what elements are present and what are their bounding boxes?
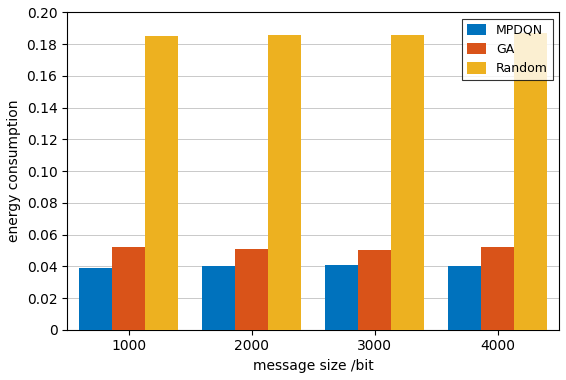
Legend: MPDQN, GA, Random: MPDQN, GA, Random <box>462 19 553 80</box>
Bar <box>268 35 301 330</box>
Bar <box>79 268 112 330</box>
X-axis label: message size /bit: message size /bit <box>252 359 374 373</box>
Y-axis label: energy consumption: energy consumption <box>7 100 21 242</box>
Bar <box>145 36 178 330</box>
Bar <box>481 247 514 330</box>
Bar <box>325 265 358 330</box>
Bar <box>235 249 268 330</box>
Bar <box>358 250 391 330</box>
Bar <box>391 35 424 330</box>
Bar <box>514 33 547 330</box>
Bar <box>201 266 235 330</box>
Bar <box>448 266 481 330</box>
Bar <box>112 247 145 330</box>
